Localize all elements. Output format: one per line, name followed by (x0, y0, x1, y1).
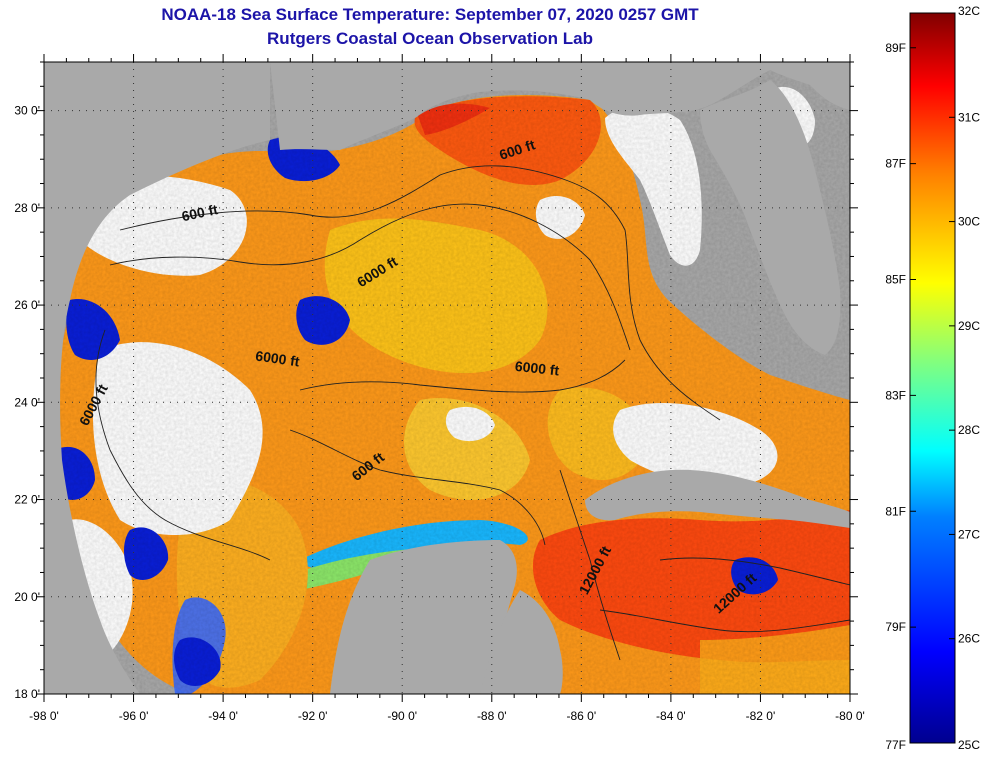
y-tick-label: 20 0' (14, 590, 40, 604)
y-tick-label: 18 0' (14, 687, 40, 701)
colorbar-celsius-label: 31C (958, 110, 980, 124)
colorbar-fahrenheit-label: 77F (885, 738, 906, 752)
x-tick-label: -94 0' (208, 709, 238, 723)
florida-land (700, 80, 841, 355)
colorbar-celsius-label: 28C (958, 423, 980, 437)
y-tick-label: 28 0' (14, 201, 40, 215)
contour-label: 6000 ft (514, 358, 560, 379)
contour-label: 600 ft (180, 201, 219, 224)
colorbar-celsius-label: 30C (958, 215, 980, 229)
graticule (44, 62, 850, 694)
x-tick-label: -86 0' (567, 709, 597, 723)
y-tick-label: 24 0' (14, 395, 40, 409)
colorbar-celsius-label: 27C (958, 527, 980, 541)
y-tick-label: 22 0' (14, 493, 40, 507)
colorbar-fahrenheit-label: 89F (885, 41, 906, 55)
x-tick-label: -98 0' (29, 709, 59, 723)
colorbar-gradient (909, 12, 956, 744)
map-axes: -98 0' -96 0' -94 0' -92 0' -90 0' -88 0' -86 … (14, 54, 865, 723)
cuba-land (585, 469, 850, 528)
colorbar-celsius-label: 29C (958, 319, 980, 333)
x-tick-label: -90 0' (387, 709, 417, 723)
mexico-land (44, 62, 270, 694)
x-tick-label: -88 0' (477, 709, 507, 723)
us-coast-land (270, 62, 850, 150)
map-panel (44, 62, 850, 694)
colorbar-fahrenheit-label: 79F (885, 620, 906, 634)
colorbar-fahrenheit-label: 87F (885, 157, 906, 171)
colorbar-fahrenheit-ticks: 77F 79F 81F 83F 85F 87F 89F (885, 41, 916, 752)
colorbar-fahrenheit-label: 85F (885, 273, 906, 287)
y-tick-label: 26 0' (14, 298, 40, 312)
colorbar-celsius-label: 32C (958, 4, 980, 18)
colorbar-celsius-label: 25C (958, 738, 980, 752)
yucatan-land (330, 540, 517, 694)
central-america-land (480, 590, 563, 694)
land-masses (44, 62, 850, 694)
colorbar-fahrenheit-label: 83F (885, 388, 906, 402)
x-tick-label: -92 0' (298, 709, 328, 723)
map-subtitle: Rutgers Coastal Ocean Observation Lab (267, 29, 593, 48)
x-tick-label: -82 0' (746, 709, 776, 723)
x-tick-label: -84 0' (656, 709, 686, 723)
y-tick-label: 30 0' (14, 104, 40, 118)
colorbar-celsius-ticks: 25C 26C 27C 28C 29C 30C 31C 32C (949, 4, 980, 752)
x-tick-label: -80 0' (835, 709, 865, 723)
colorbar-fahrenheit-label: 81F (885, 504, 906, 518)
colorbar-celsius-label: 26C (958, 632, 980, 646)
colorbar: 25C 26C 27C 28C 29C 30C 31C 32C 77F 79F 81F 83F 85F… (885, 4, 980, 752)
bathymetry-contours (95, 165, 850, 661)
map-title: NOAA-18 Sea Surface Temperature: Septemb… (161, 5, 699, 24)
x-tick-label: -96 0' (119, 709, 149, 723)
contour-label: 6000 ft (254, 347, 300, 369)
